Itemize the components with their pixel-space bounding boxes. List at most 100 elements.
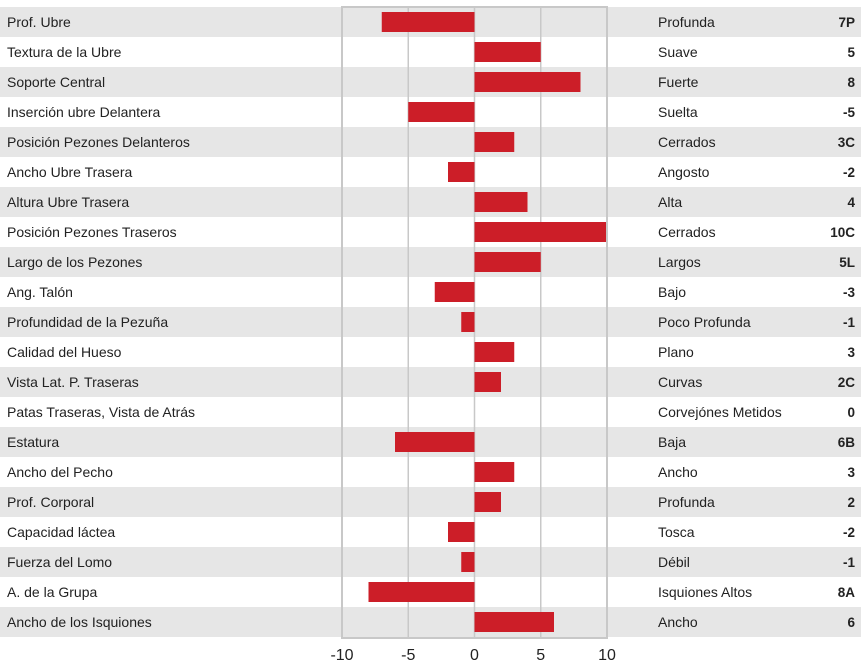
x-tick-label: -5 — [401, 647, 415, 662]
trait-label: Largo de los Pezones — [7, 254, 142, 270]
trait-label: Posición Pezones Traseros — [7, 224, 177, 240]
bar — [474, 132, 515, 152]
plot-frame — [341, 6, 608, 639]
trait-label: Ancho de los Isquiones — [7, 614, 152, 630]
descriptor-label: Corvejónes Metidos — [658, 404, 782, 420]
bar — [474, 72, 581, 92]
descriptor-label: Ancho — [658, 464, 698, 480]
bar — [474, 222, 607, 242]
trait-label: Inserción ubre Delantera — [7, 104, 161, 120]
descriptor-label: Cerrados — [658, 224, 716, 240]
row-stripe — [0, 487, 861, 517]
descriptor-label: Tosca — [658, 524, 695, 540]
score-label: 2 — [847, 495, 855, 510]
row-stripe — [0, 187, 861, 217]
score-label: -2 — [843, 165, 855, 180]
trait-label: Soporte Central — [7, 74, 105, 90]
score-label: 2C — [838, 375, 856, 390]
trait-label: Posición Pezones Delanteros — [7, 134, 190, 150]
descriptor-label: Largos — [658, 254, 701, 270]
x-tick-labels: -10 -5 0 5 10 — [330, 647, 616, 662]
trait-label: Calidad del Hueso — [7, 344, 122, 360]
bar — [474, 492, 501, 512]
row-stripe — [0, 307, 861, 337]
descriptor-label: Baja — [658, 434, 686, 450]
trait-labels: Prof. Ubre Textura de la Ubre Soporte Cent… — [7, 14, 195, 630]
x-tick-label: 5 — [536, 647, 545, 662]
score-label: 3C — [838, 135, 856, 150]
bar — [408, 102, 475, 122]
bar — [474, 192, 528, 212]
score-label: 8 — [847, 75, 855, 90]
row-stripe — [0, 67, 861, 97]
score-label: 3 — [847, 345, 855, 360]
descriptor-label: Poco Profunda — [658, 314, 751, 330]
bars — [368, 12, 607, 632]
score-label: 0 — [847, 405, 855, 420]
bar — [474, 42, 541, 62]
descriptor-label: Ancho — [658, 614, 698, 630]
trait-label: Ang. Talón — [7, 284, 73, 300]
score-label: 8A — [838, 585, 856, 600]
descriptor-label: Isquiones Altos — [658, 584, 752, 600]
row-stripe — [0, 367, 861, 397]
score-label: 6B — [838, 435, 856, 450]
score-label: 10C — [830, 225, 855, 240]
trait-label: Textura de la Ubre — [7, 44, 122, 60]
descriptor-label: Suave — [658, 44, 698, 60]
score-label: -2 — [843, 525, 855, 540]
descriptor-label: Angosto — [658, 164, 710, 180]
trait-label: Capacidad láctea — [7, 524, 115, 540]
descriptor-label: Curvas — [658, 374, 702, 390]
descriptor-label: Cerrados — [658, 134, 716, 150]
trait-label: Profundidad de la Pezuña — [7, 314, 168, 330]
x-tick-label: -10 — [330, 647, 353, 662]
score-label: 5 — [847, 45, 855, 60]
descriptor-label: Alta — [658, 194, 682, 210]
trait-label: Vista Lat. P. Traseras — [7, 374, 139, 390]
descriptor-label: Suelta — [658, 104, 698, 120]
bar — [474, 612, 554, 632]
trait-label: A. de la Grupa — [7, 584, 97, 600]
descriptor-labels: Profunda Suave Fuerte Suelta Cerrados Angosto… — [658, 14, 782, 630]
trait-label: Ancho del Pecho — [7, 464, 113, 480]
x-tick-label: 10 — [598, 647, 616, 662]
bar — [474, 342, 515, 362]
trait-label: Altura Ubre Trasera — [7, 194, 129, 210]
bar — [461, 552, 475, 572]
bar — [434, 282, 475, 302]
score-label: 4 — [847, 195, 855, 210]
score-label: -5 — [843, 105, 855, 120]
bar — [474, 462, 515, 482]
trait-label: Fuerza del Lomo — [7, 554, 112, 570]
trait-label: Ancho Ubre Trasera — [7, 164, 132, 180]
score-label: 7P — [838, 15, 855, 30]
row-stripe — [0, 247, 861, 277]
score-label: -3 — [843, 285, 855, 300]
trait-label: Patas Traseras, Vista de Atrás — [7, 404, 195, 420]
score-label: 6 — [847, 615, 855, 630]
score-label: 5L — [839, 255, 855, 270]
trait-label: Estatura — [7, 434, 59, 450]
score-label: -1 — [843, 315, 855, 330]
trait-label: Prof. Corporal — [7, 494, 94, 510]
score-label: 3 — [847, 465, 855, 480]
row-stripe — [0, 127, 861, 157]
trait-label: Prof. Ubre — [7, 14, 71, 30]
score-label: -1 — [843, 555, 855, 570]
score-labels: 7P 5 8 -5 3C -2 4 10C 5L -3 -1 3 2C 0 6B 3 2 -2 -1 8A 6 — [830, 15, 855, 630]
descriptor-label: Plano — [658, 344, 694, 360]
bar — [461, 312, 475, 332]
bar — [448, 522, 475, 542]
bar — [448, 162, 475, 182]
bar — [474, 372, 501, 392]
bar — [368, 582, 475, 602]
descriptor-label: Profunda — [658, 494, 715, 510]
x-tick-label: 0 — [470, 647, 479, 662]
row-stripe — [0, 607, 861, 637]
descriptor-label: Débil — [658, 554, 690, 570]
bar — [474, 252, 541, 272]
bar — [395, 432, 475, 452]
descriptor-label: Profunda — [658, 14, 715, 30]
